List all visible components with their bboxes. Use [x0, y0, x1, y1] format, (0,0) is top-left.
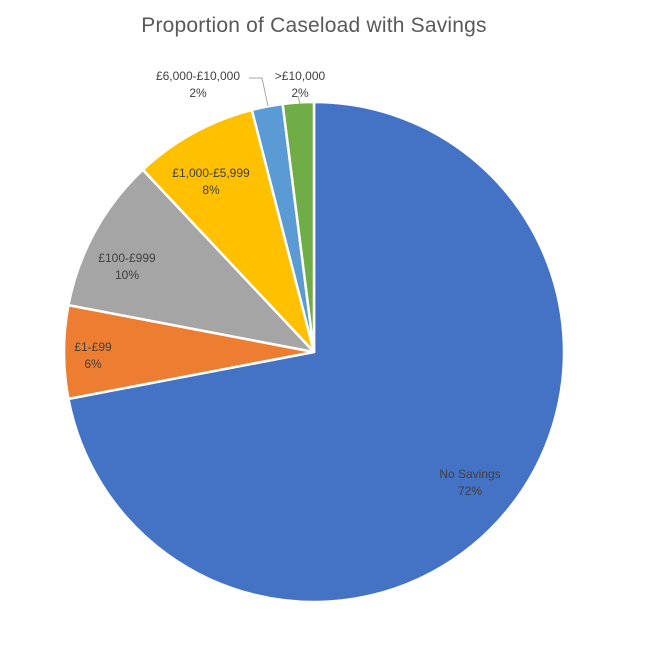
leader-line	[249, 77, 269, 107]
slice-category-label: £100-£999	[98, 251, 156, 265]
pie-slice	[67, 168, 316, 354]
slice-percent-label: 8%	[202, 183, 220, 197]
slice-percent-label: 10%	[115, 268, 139, 282]
slice-percent-label: 6%	[84, 357, 102, 371]
pie-slices	[62, 100, 566, 604]
slice-category-label: >£10,000	[275, 69, 326, 83]
slice-percent-label: 2%	[291, 86, 309, 100]
slice-category-label: No Savings	[439, 467, 500, 481]
slice-category-label: £6,000-£10,000	[156, 69, 240, 83]
pie-slice	[141, 108, 316, 354]
leader-line	[297, 95, 301, 105]
pie-slice	[67, 100, 566, 604]
slice-category-label: £1,000-£5,999	[172, 166, 250, 180]
leader-lines	[249, 77, 301, 107]
chart-title: Proportion of Caseload with Savings	[141, 14, 487, 37]
pie-slice	[281, 100, 316, 354]
data-labels: No Savings 72% £1-£99 6% £100-£999 10% £1,000-…	[74, 69, 500, 498]
slice-percent-label: 72%	[458, 484, 482, 498]
slice-percent-label: 2%	[189, 86, 207, 100]
slice-category-label: £1-£99	[74, 340, 112, 354]
